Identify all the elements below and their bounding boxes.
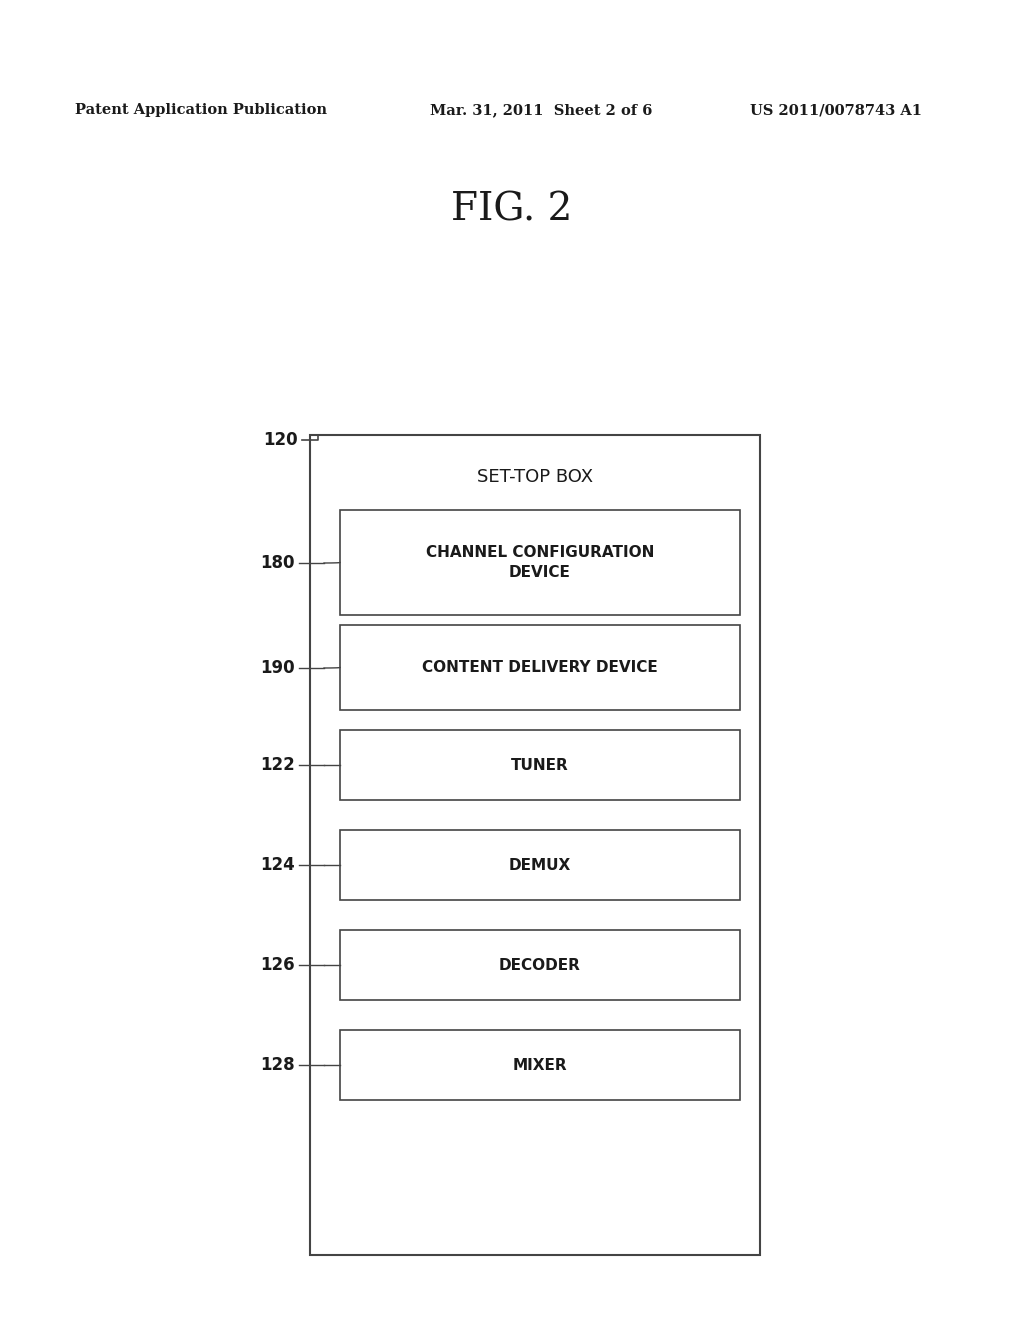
Text: 126: 126: [260, 956, 295, 974]
Text: US 2011/0078743 A1: US 2011/0078743 A1: [750, 103, 922, 117]
Text: 128: 128: [260, 1056, 295, 1074]
Text: 180: 180: [260, 554, 295, 572]
Bar: [340, 931, 740, 1001]
Text: DEMUX: DEMUX: [509, 858, 571, 873]
Bar: [340, 624, 740, 710]
Text: TUNER: TUNER: [511, 758, 569, 772]
Text: 190: 190: [260, 659, 295, 677]
Text: 120: 120: [263, 432, 298, 449]
Bar: [340, 730, 740, 800]
Text: CHANNEL CONFIGURATION
DEVICE: CHANNEL CONFIGURATION DEVICE: [426, 545, 654, 579]
Bar: [310, 436, 760, 1255]
Text: 124: 124: [260, 855, 295, 874]
Text: Patent Application Publication: Patent Application Publication: [75, 103, 327, 117]
Text: SET-TOP BOX: SET-TOP BOX: [477, 469, 593, 486]
Bar: [340, 1030, 740, 1100]
Bar: [340, 510, 740, 615]
Text: Mar. 31, 2011  Sheet 2 of 6: Mar. 31, 2011 Sheet 2 of 6: [430, 103, 652, 117]
Text: DECODER: DECODER: [499, 957, 581, 973]
Text: 122: 122: [260, 756, 295, 774]
Text: FIG. 2: FIG. 2: [452, 191, 572, 228]
Bar: [340, 830, 740, 900]
Text: MIXER: MIXER: [513, 1057, 567, 1072]
Text: CONTENT DELIVERY DEVICE: CONTENT DELIVERY DEVICE: [422, 660, 657, 675]
